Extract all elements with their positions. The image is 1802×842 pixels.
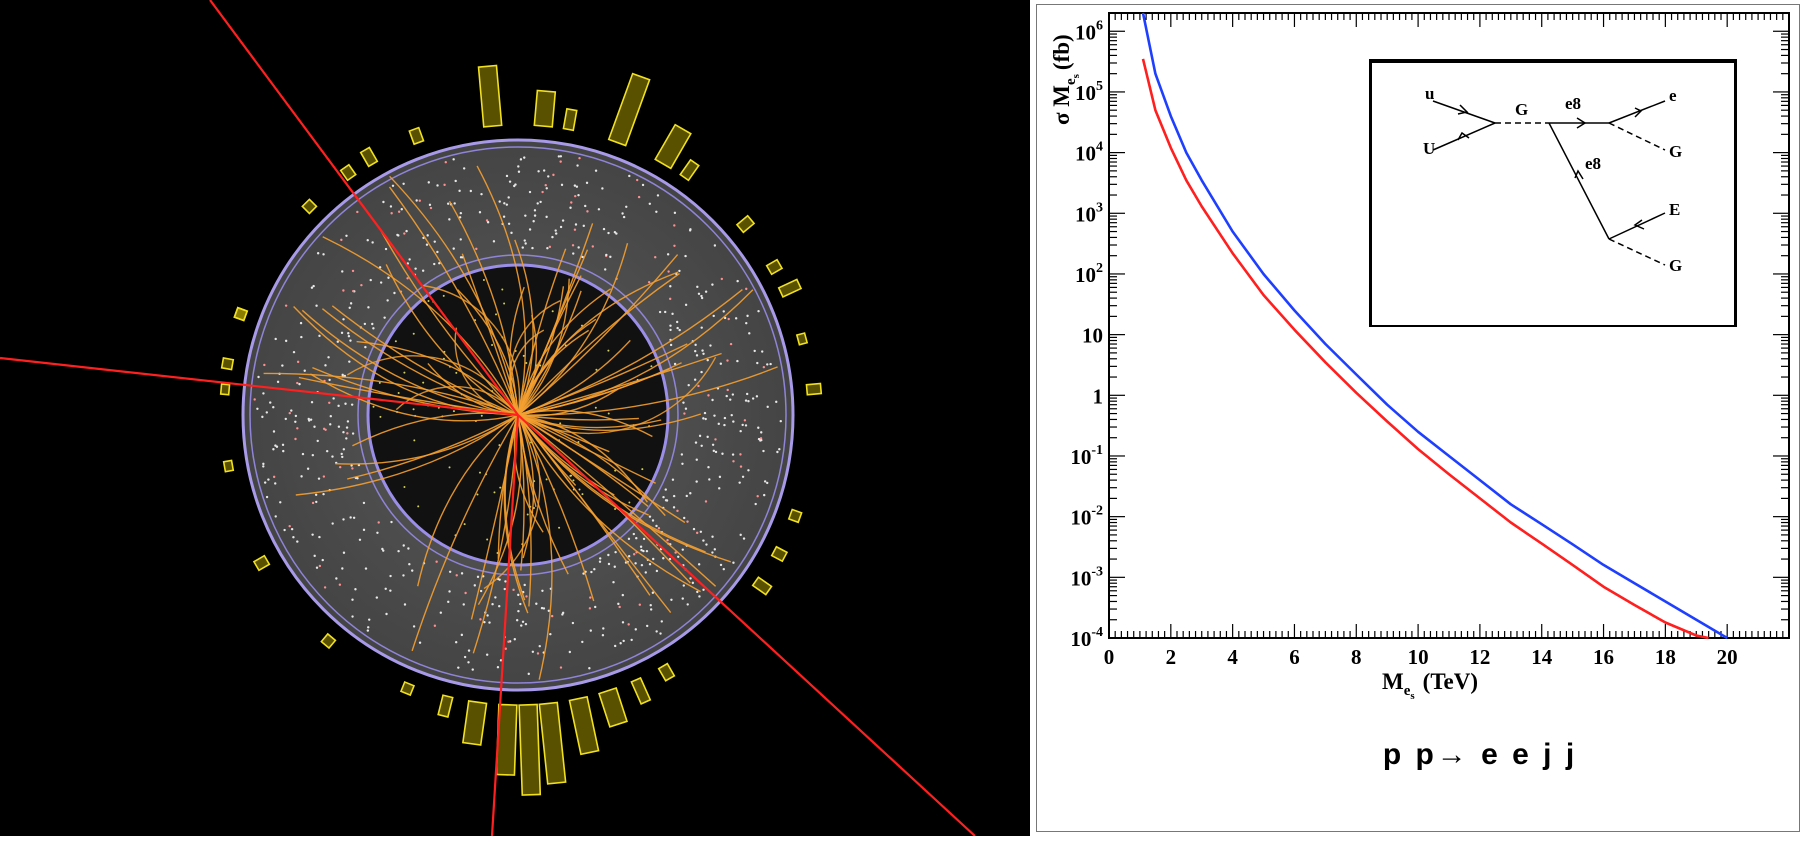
diagram-label-G-out2: G <box>1669 256 1682 275</box>
x-tick-label: 18 <box>1655 645 1676 669</box>
y-tick-label: 10-3 <box>1070 564 1103 590</box>
diagram-label-G-out1: G <box>1669 142 1682 161</box>
x-axis-ticks <box>1108 13 1790 638</box>
diagram-label-u: u <box>1425 84 1434 103</box>
y-tick-label: 10-1 <box>1070 443 1103 469</box>
series-curve-2 <box>1141 58 1709 640</box>
y-tick-label: 10-2 <box>1070 504 1103 530</box>
y-axis-tick-labels: 10-4 10-3 10-2 10-1 1 10 102 103 104 105 106 <box>1070 18 1103 651</box>
calorimeter-towers <box>219 64 823 796</box>
series-curve-1 <box>1141 12 1728 640</box>
y-tick-label: 105 <box>1075 79 1103 105</box>
cross-section-curves <box>1141 12 1728 640</box>
detector-hits <box>253 155 782 676</box>
x-tick-label: 8 <box>1351 645 1362 669</box>
x-tick-label: 10 <box>1408 645 1429 669</box>
x-tick-label: 6 <box>1289 645 1300 669</box>
y-tick-label: 102 <box>1075 261 1103 287</box>
x-tick-label: 4 <box>1227 645 1238 669</box>
x-axis-title: Mes(TeV) <box>1382 669 1478 702</box>
cross-section-plot: 0 2 4 6 8 10 12 14 16 18 20 10-4 10-3 10-2 10-1 1 10 102… <box>1036 4 1800 832</box>
y-tick-label: 10 <box>1082 324 1103 348</box>
y-tick-label: 104 <box>1075 140 1103 166</box>
y-axis-title: σ Mes(fb) <box>1049 34 1082 125</box>
diagram-label-e: e <box>1669 86 1677 105</box>
diagram-label-G: G <box>1515 100 1528 119</box>
x-tick-label: 14 <box>1531 645 1553 669</box>
feynman-diagram-inset: u U G e8 e8 e G E G <box>1369 59 1737 327</box>
y-tick-label: 10-4 <box>1070 625 1103 651</box>
diagram-label-e8-mid: e8 <box>1585 154 1601 173</box>
plot-svg: 0 2 4 6 8 10 12 14 16 18 20 10-4 10-3 10-2 10-1 1 10 102… <box>1049 12 1790 702</box>
diagram-label-E: E <box>1669 200 1680 219</box>
y-axis-ticks <box>1109 12 1789 639</box>
electron-lines <box>0 0 976 836</box>
x-tick-label: 0 <box>1104 645 1115 669</box>
x-tick-label: 20 <box>1717 645 1738 669</box>
y-tick-label: 103 <box>1075 200 1103 226</box>
process-label: p p→ e e j j <box>1382 738 1578 771</box>
event-display-graphic <box>0 0 976 836</box>
y-tick-label: 106 <box>1075 18 1103 44</box>
x-tick-label: 2 <box>1166 645 1177 669</box>
diagram-label-e8-top: e8 <box>1565 94 1581 113</box>
x-axis-tick-labels: 0 2 4 6 8 10 12 14 16 18 20 <box>1104 645 1738 669</box>
x-tick-label: 16 <box>1593 645 1614 669</box>
y-tick-label: 1 <box>1093 384 1104 408</box>
diagram-label-U: U <box>1423 139 1435 158</box>
event-display <box>0 0 1030 836</box>
x-tick-label: 12 <box>1469 645 1490 669</box>
